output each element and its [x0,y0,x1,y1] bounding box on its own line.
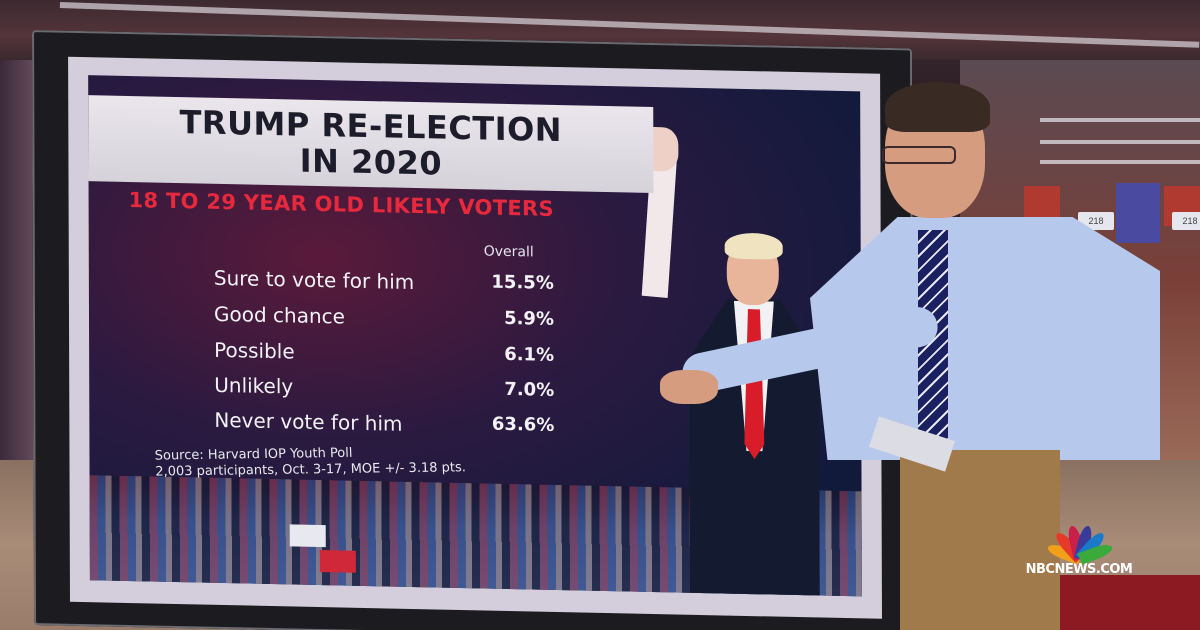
nbc-news-text: NBCNEWS.COM [1025,562,1133,577]
graphic-title-line2: IN 2020 [299,141,443,183]
nbc-peacock-icon [1044,523,1115,565]
presenter-hand [660,370,718,404]
background-monitor: 218 [1172,212,1200,230]
graphic-title-line1: TRUMP RE-ELECTION [179,103,563,150]
graphic-title-banner: TRUMP RE-ELECTION IN 2020 [88,95,654,194]
presenter-pants [900,450,1060,630]
presenter-hair [885,82,990,132]
row-value: 7.0% [504,378,555,401]
crowd-sign [319,550,356,573]
row-value: 5.9% [504,307,555,330]
source-note: Source: Harvard IOP Youth Poll 2,003 par… [154,444,466,480]
background-monitor: 218 [1078,212,1114,230]
row-value: 15.5% [491,271,554,294]
graphic-subtitle: 18 TO 29 YEAR OLD LIKELY VOTERS [128,188,554,221]
row-label: Never vote for him [214,407,403,436]
blue-window [1116,183,1160,243]
row-value: 6.1% [504,343,555,366]
crowd-sign [289,524,326,548]
row-label: Unlikely [214,372,294,399]
presenter-glasses [882,146,956,164]
row-value: 63.6% [491,413,555,436]
table-row: Good chance 5.9% [214,302,554,333]
row-label: Possible [214,337,295,364]
nbc-news-watermark: NBCNEWS.COM [1024,523,1134,585]
shelf-light [1040,118,1200,122]
row-label: Good chance [213,301,345,329]
source-line2: 2,003 participants, Oct. 3-17, MOE +/- 3… [155,460,467,480]
presenter [660,80,1160,630]
table-row: Unlikely 7.0% [214,373,554,404]
row-label: Sure to vote for him [213,265,415,295]
table-row: Sure to vote for him 15.5% [214,266,554,297]
table-row: Possible 6.1% [214,338,554,369]
shelf-light [1040,140,1200,144]
table-row: Never vote for him 63.6% [214,408,554,439]
column-header-overall: Overall [483,243,534,261]
shelf-light [1040,160,1200,164]
red-floor-mat [1060,575,1200,630]
